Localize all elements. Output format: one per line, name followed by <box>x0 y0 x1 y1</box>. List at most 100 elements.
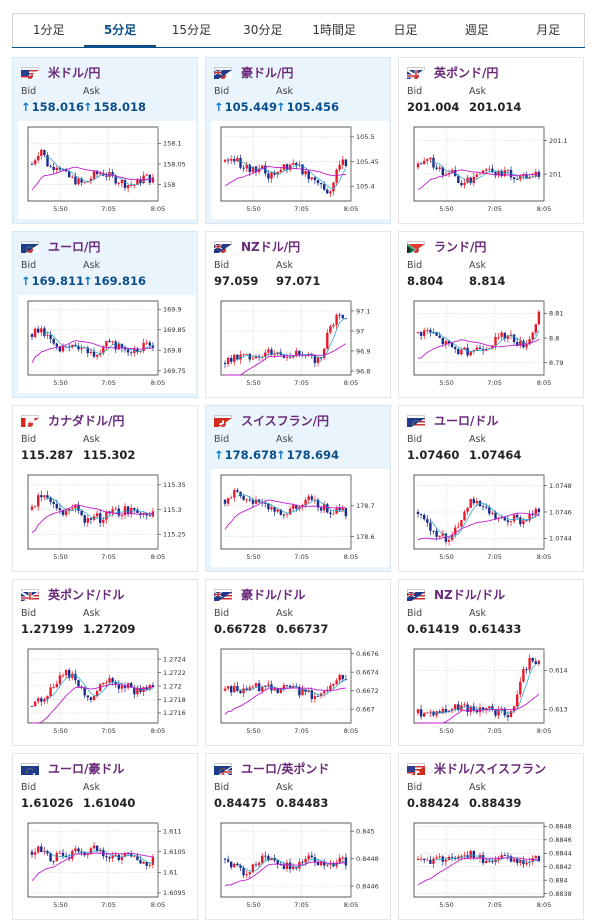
pair-title[interactable]: 米ドル/円 <box>21 64 100 81</box>
pair-title[interactable]: ユーロ/豪ドル <box>21 760 124 777</box>
candle-body <box>279 509 282 515</box>
candle-body <box>270 507 273 510</box>
pair-name[interactable]: 米ドル/スイスフラン <box>434 762 547 776</box>
rate-card[interactable]: NZドル/ドル Bid Ask 0.61419 0.61433 5:50 7:05 8:05 0… <box>398 579 584 746</box>
mini-chart[interactable]: 5:50 7:05 8:05 0.614 0.613 <box>404 643 582 741</box>
rate-card[interactable]: 英ポンド/ドル Bid Ask 1.27199 1.27209 5:50 7:05 8:05 1… <box>12 579 198 746</box>
pair-title[interactable]: スイスフラン/円 <box>214 412 329 429</box>
tab-1[interactable]: 1分足 <box>32 23 65 37</box>
pair-title[interactable]: ユーロ/ドル <box>407 412 498 429</box>
pair-title[interactable]: ユーロ/英ポンド <box>214 760 329 777</box>
mini-chart[interactable]: 5:50 7:05 8:05 0.845 0.8448 0.8446 <box>211 817 389 915</box>
candle-body <box>494 172 497 176</box>
mini-chart[interactable]: 5:50 7:05 8:05 0.6676 0.6674 0.6672 0.667 <box>211 643 389 741</box>
mini-chart[interactable]: 5:50 7:05 8:05 169.9 169.85 169.8 169.75 <box>18 295 196 393</box>
candle-body <box>454 347 457 350</box>
pair-name[interactable]: ユーロ/豪ドル <box>48 762 125 776</box>
candle-body <box>248 164 251 173</box>
rate-card[interactable]: ユーロ/豪ドル Bid Ask 1.61026 1.61040 5:50 7:05 8:05 1… <box>12 753 198 920</box>
pair-name[interactable]: 英ポンド/ドル <box>48 588 125 602</box>
rate-card[interactable]: ユーロ/円 Bid Ask ↑169.811 ↑169.816 5:50 7:05 8:05 1… <box>12 231 198 398</box>
candle-body <box>457 704 460 711</box>
pair-title[interactable]: ランド/円 <box>407 238 486 255</box>
candle-body <box>304 859 307 863</box>
candle-body <box>111 509 114 514</box>
candle-body <box>288 685 292 688</box>
candle-body <box>114 854 117 856</box>
candle-body <box>444 341 448 345</box>
tab-5[interactable]: 1時間足 <box>312 23 356 37</box>
x-tick-label: 8:05 <box>344 901 359 909</box>
rate-card[interactable]: 米ドル/スイスフラン Bid Ask 0.88424 0.88439 5:50 7:05 8:… <box>398 753 584 920</box>
candle-body <box>466 507 469 512</box>
mini-chart[interactable]: 5:50 7:05 8:05 1.0748 1.0746 1.0744 <box>404 469 582 567</box>
pair-name[interactable]: カナダドル/円 <box>48 414 125 428</box>
candle-body <box>506 520 510 523</box>
pair-name[interactable]: ユーロ/英ポンド <box>241 762 330 776</box>
candle-body <box>233 863 236 868</box>
mini-chart[interactable]: 5:50 7:05 8:05 1.2724 1.2722 1.272 1.2718 1.271… <box>18 643 196 741</box>
candle-body <box>423 330 426 336</box>
tab-7[interactable]: 週足 <box>464 23 489 37</box>
tab-6[interactable]: 日足 <box>393 23 418 37</box>
candle-body <box>64 169 68 172</box>
pair-title[interactable]: ユーロ/円 <box>21 238 100 255</box>
rate-card[interactable]: 英ポンド/円 Bid Ask 201.004 201.014 5:50 7:05 8:05 20… <box>398 57 584 224</box>
mini-chart[interactable]: 5:50 7:05 8:05 105.5 105.45 105.4 <box>211 121 389 219</box>
pair-title[interactable]: 豪ドル/円 <box>214 64 293 81</box>
rate-card[interactable]: ランド/円 Bid Ask 8.804 8.814 5:50 7:05 8:05 8.81 8.8… <box>398 231 584 398</box>
pair-name[interactable]: 豪ドル/円 <box>241 66 294 80</box>
mini-chart[interactable]: 5:50 7:05 8:05 201.1 201 <box>404 121 582 219</box>
mini-chart[interactable]: 5:50 7:05 8:05 0.8848 0.8846 0.8844 0.8842 0.88… <box>404 817 582 915</box>
rate-card[interactable]: ユーロ/ドル Bid Ask 1.07460 1.07464 5:50 7:05 8:05 1.… <box>398 405 584 572</box>
rate-card[interactable]: スイスフラン/円 Bid Ask ↑178.678 ↑178.694 5:50 7:05 8:… <box>205 405 391 572</box>
candle-body <box>145 861 148 866</box>
bid-value: ↑105.449 <box>214 100 277 114</box>
tab-2[interactable]: 5分足 <box>84 14 156 47</box>
rate-card[interactable]: カナダドル/円 Bid Ask 115.287 115.302 5:50 7:05 8:05 1… <box>12 405 198 572</box>
candle-body <box>416 163 420 168</box>
candle-body <box>310 496 313 500</box>
ca-jp-flag <box>21 415 39 427</box>
y-tick-label: 0.8446 <box>356 882 379 890</box>
mini-chart[interactable]: 5:50 7:05 8:05 158.1 158.05 158 <box>18 121 196 219</box>
candle-body <box>288 356 292 358</box>
candle-body <box>282 514 286 516</box>
x-tick-label: 8:05 <box>537 379 552 387</box>
mini-chart[interactable]: 5:50 7:05 8:05 178.7 178.6 <box>211 469 389 567</box>
rate-card[interactable]: 豪ドル/円 Bid Ask ↑105.449 ↑105.456 5:50 7:05 8:05 1… <box>205 57 391 224</box>
mini-chart[interactable]: 5:50 7:05 8:05 8.81 8.8 8.79 <box>404 295 582 393</box>
candle-body <box>254 166 258 173</box>
pair-title[interactable]: NZドル/円 <box>214 238 300 255</box>
pair-name[interactable]: NZドル/円 <box>241 240 301 254</box>
mini-chart[interactable]: 5:50 7:05 8:05 1.611 1.6105 1.61 1.6095 <box>18 817 196 915</box>
pair-title[interactable]: NZドル/ドル <box>407 586 505 603</box>
pair-name[interactable]: 英ポンド/円 <box>434 66 499 80</box>
pair-title[interactable]: 米ドル/スイスフラン <box>407 760 546 777</box>
candle-body <box>310 177 313 180</box>
pair-name[interactable]: スイスフラン/円 <box>241 414 330 428</box>
pair-title[interactable]: 豪ドル/ドル <box>214 586 305 603</box>
candle-body <box>68 346 71 348</box>
pair-title[interactable]: 英ポンド/円 <box>407 64 498 81</box>
pair-name[interactable]: ランド/円 <box>434 240 487 254</box>
tab-4[interactable]: 30分足 <box>243 23 283 37</box>
pair-name[interactable]: ユーロ/円 <box>48 240 101 254</box>
candlestick-chart: 5:50 7:05 8:05 0.845 0.8448 0.8446 <box>220 822 379 909</box>
rate-card[interactable]: 豪ドル/ドル Bid Ask 0.66728 0.66737 5:50 7:05 8:05 0.… <box>205 579 391 746</box>
pair-name[interactable]: ユーロ/ドル <box>434 414 499 428</box>
tab-3[interactable]: 15分足 <box>171 23 212 37</box>
bid-label: Bid <box>214 86 230 97</box>
pair-title[interactable]: 英ポンド/ドル <box>21 586 124 603</box>
pair-name[interactable]: NZドル/ドル <box>434 588 506 602</box>
mini-chart[interactable]: 5:50 7:05 8:05 115.35 115.3 115.25 <box>18 469 196 567</box>
candle-body <box>288 164 292 170</box>
pair-title[interactable]: カナダドル/円 <box>21 412 124 429</box>
mini-chart[interactable]: 5:50 7:05 8:05 97.1 97 96.9 96.8 <box>211 295 389 393</box>
tab-8[interactable]: 月足 <box>536 23 561 37</box>
rate-card[interactable]: ユーロ/英ポンド Bid Ask 0.84475 0.84483 5:50 7:05 8:05… <box>205 753 391 920</box>
rate-card[interactable]: 米ドル/円 Bid Ask ↑158.016 ↑158.018 5:50 7:05 8:05 1… <box>12 57 198 224</box>
pair-name[interactable]: 米ドル/円 <box>48 66 101 80</box>
pair-name[interactable]: 豪ドル/ドル <box>241 588 306 602</box>
rate-card[interactable]: NZドル/円 Bid Ask 97.059 97.071 5:50 7:05 8:05 97.1… <box>205 231 391 398</box>
